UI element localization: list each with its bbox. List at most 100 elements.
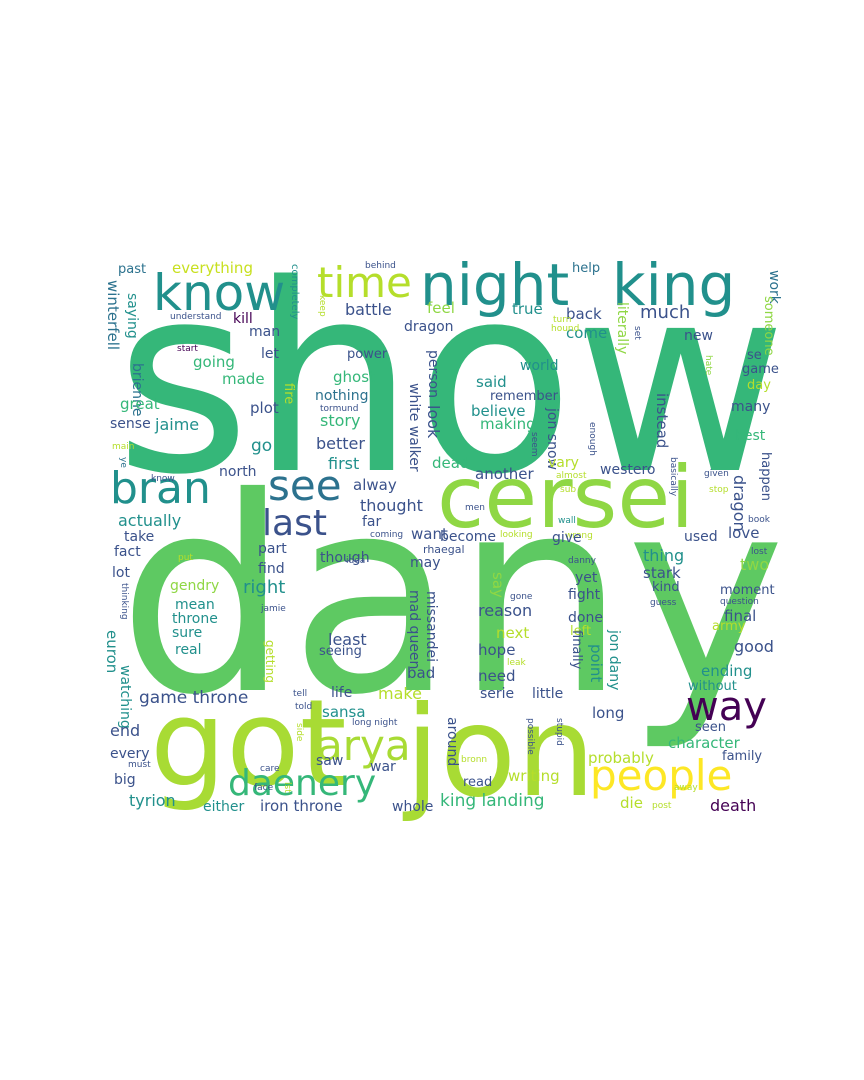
word-people: people bbox=[590, 751, 732, 800]
word-come: come bbox=[566, 324, 607, 342]
word-must: must bbox=[128, 760, 151, 770]
word-probably: probably bbox=[588, 749, 654, 767]
word-instead: instead bbox=[653, 393, 671, 448]
word-getting: getting bbox=[263, 640, 277, 683]
word-feel: feel bbox=[427, 299, 455, 317]
word-possible: possible bbox=[525, 718, 535, 755]
word-army: army bbox=[712, 619, 746, 634]
word-game-throne: game throne bbox=[139, 688, 248, 708]
word-away: away bbox=[674, 783, 698, 793]
word-actually: actually bbox=[118, 511, 181, 530]
word-leak: leak bbox=[507, 658, 527, 668]
word-much: much bbox=[640, 302, 690, 323]
word-told: told bbox=[295, 702, 312, 712]
word-idea: idea bbox=[346, 556, 365, 566]
word-big: big bbox=[114, 772, 136, 788]
word-story: story bbox=[320, 411, 360, 430]
word-first: first bbox=[328, 454, 359, 473]
word-vary: vary bbox=[548, 455, 579, 471]
word-bronn: bronn bbox=[461, 755, 487, 765]
word-great: great bbox=[120, 395, 160, 413]
word-enough: enough bbox=[587, 422, 597, 456]
word-se: se bbox=[747, 348, 762, 363]
word-though: though bbox=[320, 550, 370, 566]
word-ending: ending bbox=[701, 662, 752, 680]
word-fact: fact bbox=[114, 544, 141, 560]
word-dragon: dragon bbox=[404, 319, 454, 335]
word-seem: seem bbox=[529, 432, 539, 457]
word-good: good bbox=[734, 637, 774, 656]
word-fight: fight bbox=[568, 587, 601, 603]
word-main: main bbox=[112, 442, 135, 452]
word-without: without bbox=[688, 679, 737, 694]
word-everything: everything bbox=[172, 259, 253, 277]
word-hound: hound bbox=[551, 324, 579, 334]
word-almost: almost bbox=[556, 471, 587, 481]
word-part: part bbox=[258, 541, 287, 557]
word-said: said bbox=[476, 373, 507, 391]
word-arya: arya bbox=[317, 721, 411, 770]
word-men: men bbox=[465, 503, 485, 513]
word-someone: someone bbox=[761, 296, 776, 356]
word-let: let bbox=[261, 346, 280, 362]
word-completely: completely bbox=[289, 264, 300, 319]
word-night: night bbox=[420, 251, 569, 319]
word-make: make bbox=[378, 684, 422, 703]
word-lost: lost bbox=[751, 547, 768, 557]
word-tyrion: tyrion bbox=[129, 791, 176, 810]
word-thinking: thinking bbox=[119, 583, 129, 620]
word-new: new bbox=[684, 328, 713, 344]
word-start: start bbox=[177, 344, 198, 354]
word-long: long bbox=[592, 704, 624, 722]
word-side: side bbox=[294, 723, 304, 742]
word-plot: plot bbox=[250, 399, 279, 417]
word-past: past bbox=[118, 262, 146, 277]
word-going: going bbox=[193, 353, 235, 371]
word-believe: believe bbox=[471, 402, 525, 420]
word-ye: ye bbox=[118, 457, 128, 468]
word-around: around bbox=[444, 717, 460, 766]
word-done: done bbox=[568, 610, 603, 626]
word-sense: sense bbox=[110, 416, 151, 432]
word-finally: finally bbox=[569, 630, 584, 670]
word-day: day bbox=[747, 378, 771, 393]
word-character: character bbox=[668, 734, 741, 752]
word-jon-snow: jon snow bbox=[544, 407, 560, 470]
word-danny: danny bbox=[568, 556, 597, 566]
word-used: used bbox=[684, 529, 718, 545]
word-remember: remember bbox=[490, 389, 559, 404]
word-whole: whole bbox=[392, 799, 433, 815]
word-brienne: brienne bbox=[129, 363, 145, 417]
word-way: way bbox=[686, 684, 767, 730]
word-another: another bbox=[475, 465, 534, 483]
word-winterfell: winterfell bbox=[104, 280, 122, 350]
word-white-walker: white walker bbox=[406, 383, 422, 472]
word-know: know bbox=[153, 264, 285, 322]
word-north: north bbox=[219, 464, 257, 480]
word-back: back bbox=[566, 305, 602, 323]
word-stark: stark bbox=[643, 564, 681, 582]
word-work: work bbox=[766, 270, 782, 305]
word-understand: understand bbox=[170, 312, 222, 322]
word-person: person bbox=[425, 350, 441, 398]
word-lst: lst bbox=[282, 782, 292, 793]
word-long-night: long night bbox=[352, 718, 398, 728]
word-need: need bbox=[478, 667, 516, 685]
word-alway: alway bbox=[353, 476, 397, 494]
word-thing: thing bbox=[643, 546, 684, 565]
word-many: many bbox=[731, 399, 770, 415]
word-tell: tell bbox=[293, 689, 307, 699]
word-final: final bbox=[724, 607, 756, 625]
word-look: look bbox=[424, 405, 443, 439]
word-making: making bbox=[480, 415, 536, 433]
word-literally: literally bbox=[614, 302, 630, 354]
word-nothing: nothing bbox=[315, 388, 368, 404]
word-coming: coming bbox=[370, 530, 403, 540]
word-stop: stop bbox=[709, 485, 729, 495]
word-two: two bbox=[740, 555, 769, 574]
word-behind: behind bbox=[365, 261, 396, 271]
word-seeing: seeing bbox=[319, 644, 362, 659]
word-battle: battle bbox=[345, 300, 392, 319]
word-iron-throne: iron throne bbox=[260, 797, 343, 815]
